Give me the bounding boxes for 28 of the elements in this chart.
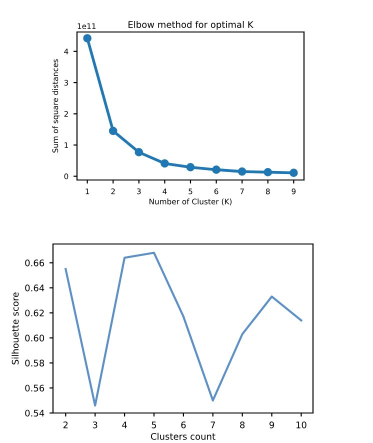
point — [264, 168, 272, 176]
x-tick-label: 9 — [269, 421, 274, 428]
y-tick-label: 0.66 — [25, 260, 44, 266]
point — [160, 159, 169, 168]
point — [83, 34, 92, 42]
x-tick-label: 3 — [92, 421, 98, 428]
y-tick-label: 0.60 — [25, 334, 44, 342]
point — [134, 148, 144, 156]
y-tick-label: 0.56 — [25, 384, 44, 392]
x-tick-label: 10 — [296, 421, 306, 428]
chart-title: Elbow method for optimal K — [128, 20, 254, 30]
y-axis-title: Silhouette score — [12, 292, 19, 364]
point — [186, 163, 195, 172]
x-tick-label: 8 — [240, 421, 245, 428]
line-series — [64, 252, 302, 407]
x-tick-label: 4 — [122, 422, 127, 428]
point — [238, 167, 246, 176]
x-tick-label: 5 — [152, 422, 156, 428]
x-tick-label: 7 — [210, 422, 215, 428]
y-tick-label: 0.58 — [25, 360, 44, 366]
y-tick-label: 0.62 — [25, 310, 44, 316]
x-axis-title: Clusters count — [150, 432, 216, 440]
point — [290, 168, 298, 177]
point — [212, 166, 220, 174]
x-tick-label: 6 — [181, 421, 186, 428]
y-tick-label: 0.54 — [25, 410, 44, 417]
y-tick-label: 0.64 — [25, 284, 44, 292]
point — [108, 126, 118, 136]
